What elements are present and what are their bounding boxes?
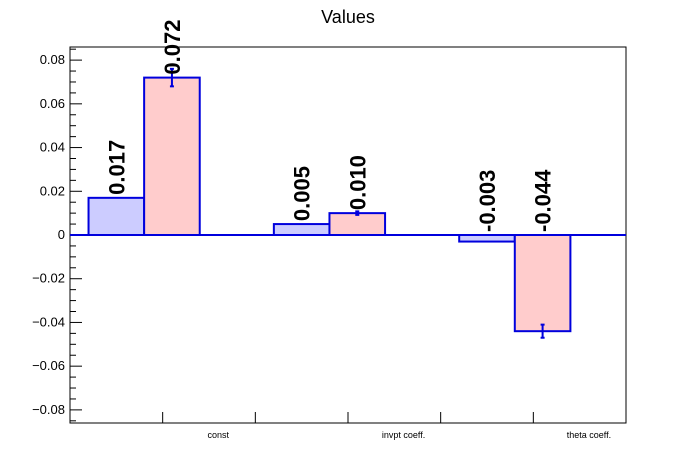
- y-tick-label: −0.08: [32, 402, 65, 417]
- y-tick-label: 0.06: [40, 96, 65, 111]
- y-tick-label: 0.02: [40, 183, 65, 198]
- y-tick-label: −0.06: [32, 358, 65, 373]
- y-tick-label: 0.04: [40, 140, 65, 155]
- chart-title: Values: [321, 7, 375, 27]
- data-label: -0.044: [531, 169, 556, 232]
- data-label: 0.072: [160, 20, 185, 75]
- y-tick-label: −0.04: [32, 314, 65, 329]
- y-tick-label: 0.08: [40, 52, 65, 67]
- x-category-label: invpt coeff.: [382, 430, 425, 440]
- data-label: 0.010: [345, 155, 370, 210]
- data-label: 0.005: [290, 166, 315, 221]
- bar: [328, 212, 387, 237]
- x-category-label: const: [208, 430, 230, 440]
- x-category-label: theta coeff.: [567, 430, 611, 440]
- y-tick-label: 0: [58, 227, 65, 242]
- data-label: 0.017: [104, 140, 129, 195]
- bar: [272, 223, 331, 236]
- bar: [513, 234, 572, 333]
- bar: [87, 196, 146, 236]
- y-tick-label: −0.02: [32, 271, 65, 286]
- data-label: -0.003: [475, 170, 500, 232]
- bar: [143, 76, 201, 237]
